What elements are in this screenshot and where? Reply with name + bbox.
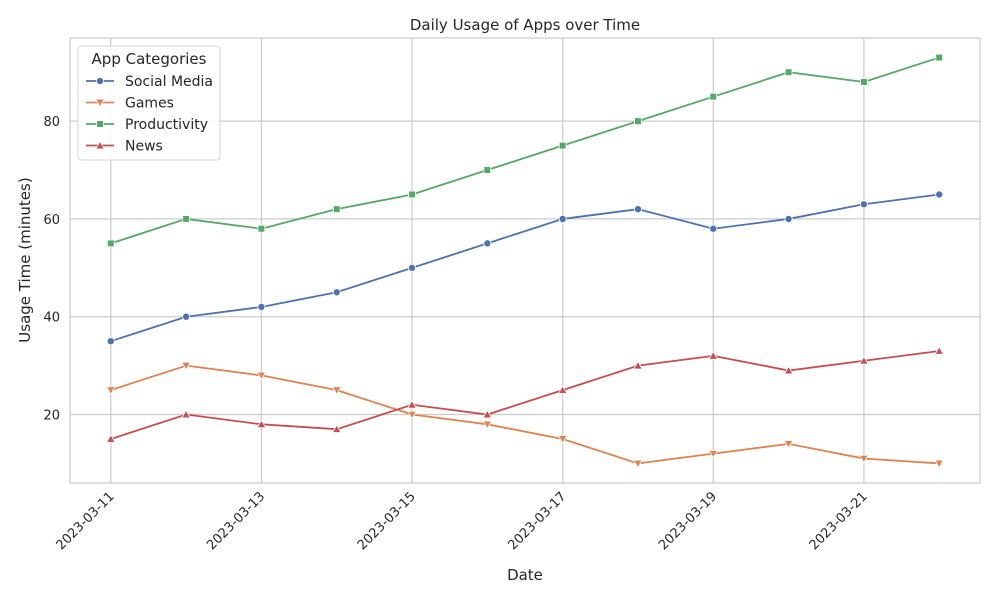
- data-point-news: [783, 365, 794, 375]
- legend-marker: [96, 120, 104, 128]
- series-line-news: [110, 350, 940, 440]
- data-point-news: [482, 409, 493, 419]
- chart-title: Daily Usage of Apps over Time: [410, 16, 640, 34]
- data-point-social-media: [859, 200, 868, 209]
- data-point-games: [105, 386, 116, 396]
- data-point-news: [181, 409, 191, 419]
- legend-item-social-media: Social Media: [86, 74, 213, 90]
- data-point-news: [557, 385, 568, 394]
- y-tick-label: 40: [43, 311, 60, 326]
- data-point-social-media: [408, 263, 417, 272]
- legend-box: [77, 45, 221, 161]
- data-point-games: [482, 420, 493, 430]
- legend-item-games: Games: [86, 96, 174, 112]
- legend: App Categories Social Media Games Producti…: [77, 45, 221, 161]
- grid: [70, 38, 980, 483]
- x-tick-label: 2023-03-11: [54, 489, 118, 553]
- legend-item-productivity: Productivity: [86, 117, 208, 133]
- data-point-productivity: [106, 239, 115, 248]
- series-productivity: [106, 53, 944, 248]
- data-point-news: [256, 419, 267, 429]
- series-social-media: [106, 190, 944, 346]
- data-point-productivity: [935, 53, 944, 62]
- x-tick-label: 2023-03-21: [807, 489, 871, 553]
- data-point-games: [181, 361, 191, 371]
- data-point-social-media: [709, 224, 718, 233]
- data-point-social-media: [935, 190, 944, 199]
- x-tick-label: 2023-03-17: [505, 489, 569, 553]
- data-point-productivity: [182, 215, 190, 223]
- data-point-games: [934, 459, 945, 469]
- x-axis-label: Date: [507, 566, 543, 584]
- legend-label: Social Media: [125, 74, 213, 90]
- data-point-productivity: [634, 117, 642, 125]
- legend-marker: [95, 140, 105, 150]
- data-point-news: [708, 350, 719, 360]
- data-point-social-media: [332, 288, 341, 297]
- x-axis-ticks: 2023-03-11 2023-03-13 2023-03-15 2023-03-17…: [54, 489, 871, 553]
- data-point-news: [934, 345, 945, 355]
- series-line-games: [110, 364, 940, 465]
- series-games: [105, 361, 945, 469]
- data-point-news: [407, 399, 417, 409]
- data-point-games: [331, 386, 342, 396]
- series-layer: [105, 53, 945, 469]
- data-point-productivity: [784, 68, 793, 77]
- data-point-games: [633, 459, 643, 469]
- y-axis-ticks: 20 40 60 80: [43, 115, 60, 423]
- data-point-productivity: [257, 224, 266, 233]
- data-point-productivity: [860, 78, 868, 86]
- data-point-news: [633, 360, 643, 370]
- x-tick-label: 2023-03-19: [656, 489, 720, 553]
- data-point-games: [708, 449, 719, 459]
- data-point-news: [105, 433, 116, 443]
- data-point-games: [407, 410, 417, 420]
- series-line-productivity: [110, 56, 940, 245]
- data-point-social-media: [633, 205, 642, 214]
- series-news: [105, 345, 945, 443]
- data-point-games: [256, 371, 267, 381]
- y-axis-label: Usage Time (minutes): [16, 177, 34, 342]
- data-point-productivity: [332, 205, 341, 213]
- data-point-social-media: [182, 312, 191, 321]
- y-tick-label: 80: [43, 115, 60, 130]
- y-tick-label: 20: [43, 409, 60, 424]
- legend-label: Games: [125, 96, 174, 112]
- data-point-social-media: [558, 214, 567, 223]
- data-point-news: [859, 355, 869, 365]
- series-line-social-media: [110, 193, 940, 343]
- data-point-games: [557, 435, 568, 445]
- data-point-social-media: [257, 302, 266, 311]
- legend-item-news: News: [86, 139, 163, 155]
- legend-title: App Categories: [92, 50, 207, 68]
- legend-label: News: [125, 139, 163, 155]
- x-tick-label: 2023-03-15: [355, 489, 419, 553]
- data-point-social-media: [483, 239, 492, 248]
- data-point-productivity: [558, 141, 567, 150]
- y-tick-label: 60: [43, 213, 60, 228]
- x-tick-label: 2023-03-13: [204, 489, 268, 553]
- legend-marker: [96, 77, 105, 86]
- data-point-social-media: [784, 214, 793, 223]
- data-point-social-media: [106, 337, 115, 346]
- data-point-productivity: [709, 92, 718, 101]
- data-point-games: [859, 454, 869, 464]
- legend-marker: [95, 98, 105, 108]
- data-point-productivity: [483, 166, 492, 174]
- data-point-productivity: [408, 190, 416, 199]
- legend-label: Productivity: [125, 117, 208, 133]
- data-point-news: [331, 424, 342, 433]
- plot-area: [69, 37, 981, 484]
- data-point-games: [783, 440, 794, 449]
